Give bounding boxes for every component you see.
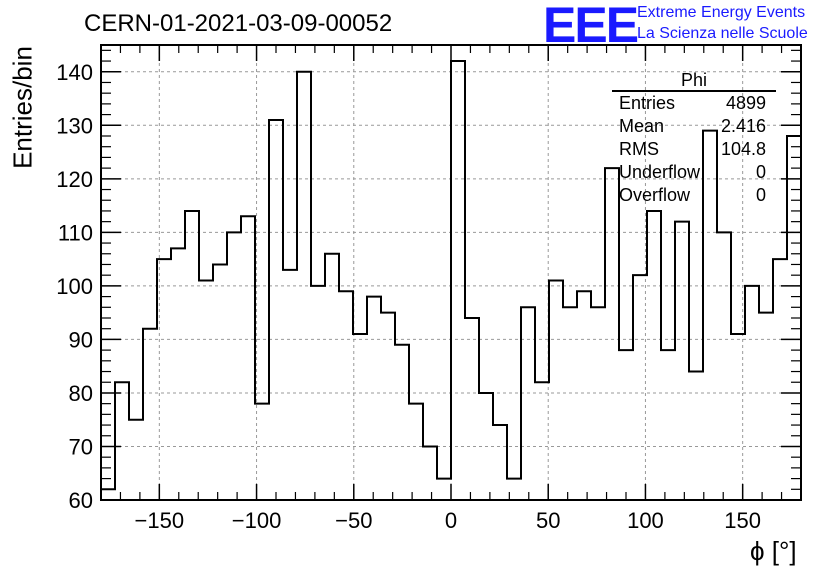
stats-row-mean: Mean 2.416 (612, 115, 776, 138)
stat-label: Entries (619, 93, 676, 113)
stat-value: 104.8 (720, 139, 766, 159)
x-tick-label: 150 (724, 508, 761, 533)
stat-label: RMS (619, 139, 659, 159)
logo-subtitle-1: Extreme Energy Events (637, 4, 806, 21)
x-tick-label: 0 (445, 508, 457, 533)
y-tick-label: 80 (69, 381, 93, 406)
eee-logo: EEE (543, 0, 639, 53)
x-tick-label: −150 (135, 508, 185, 533)
tick-labels: −150 −100 −50 0 50 100 150 60 70 80 90 100 110 120 130… (56, 60, 761, 533)
logo-subtitle-2: La Scienza nelle Scuole (637, 25, 808, 42)
stats-row-overflow: Overflow 0 (612, 184, 776, 207)
y-tick-label: 70 (69, 434, 93, 459)
stats-row-entries: Entries 4899 (612, 92, 776, 115)
y-tick-label: 130 (56, 113, 93, 138)
stat-value: 0 (755, 162, 766, 182)
y-tick-label: 140 (56, 60, 93, 85)
stat-value: 2.416 (720, 116, 766, 136)
stats-box: Phi Entries 4899 Mean 2.416 RMS 104.8 Un… (612, 70, 776, 207)
x-tick-label: 50 (536, 508, 560, 533)
stat-label: Overflow (619, 185, 691, 205)
x-tick-label: −50 (335, 508, 372, 533)
y-tick-label: 110 (58, 220, 93, 245)
stat-value: 4899 (725, 93, 766, 113)
y-tick-label: 60 (69, 488, 93, 513)
stats-row-rms: RMS 104.8 (612, 138, 776, 161)
stats-divider (612, 90, 776, 92)
y-tick-label: 90 (69, 327, 93, 352)
page-title: CERN-01-2021-03-09-00052 (84, 10, 393, 37)
y-tick-label: 100 (56, 274, 93, 299)
stats-title: Phi (680, 70, 707, 90)
stat-label: Mean (619, 116, 665, 136)
histogram-series (101, 60, 801, 491)
x-tick-label: −100 (232, 508, 282, 533)
x-tick-label: 100 (627, 508, 664, 533)
x-axis-label: ϕ [°] (750, 536, 797, 566)
stat-value: 0 (755, 185, 766, 205)
y-axis-label: Entries/bin (7, 46, 38, 169)
y-tick-label: 120 (56, 167, 93, 192)
stat-label: Underflow (619, 162, 701, 182)
axis-ticks (100, 45, 802, 501)
stats-row-underflow: Underflow 0 (612, 161, 776, 184)
